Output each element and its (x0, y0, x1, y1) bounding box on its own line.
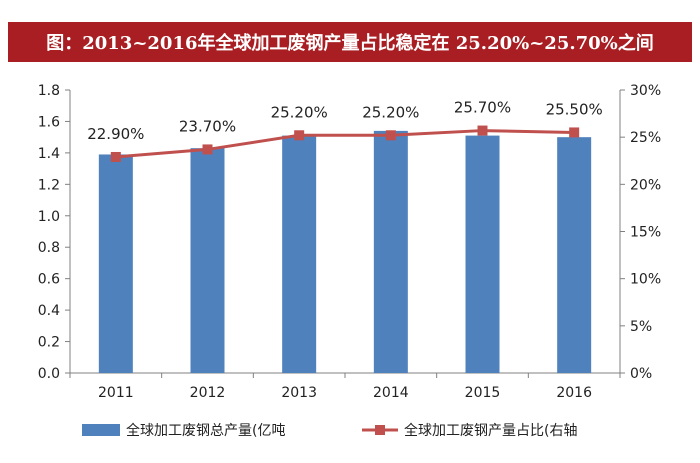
left-axis-tick-label: 0.6 (38, 272, 60, 288)
bar (557, 137, 592, 373)
right-axis-tick-label: 30% (630, 83, 661, 99)
bar (282, 135, 317, 373)
right-axis-tick-label: 25% (630, 130, 661, 146)
data-point (477, 125, 488, 136)
data-label: 22.90% (87, 125, 144, 143)
legend-label-bar: 全球加工废钢总产量(亿吨 (126, 422, 285, 439)
data-label: 25.20% (362, 103, 419, 121)
data-point (110, 151, 121, 162)
bar (373, 130, 408, 373)
x-axis-tick-label: 2013 (281, 385, 317, 401)
data-label: 25.20% (271, 103, 328, 121)
series-line (115, 129, 575, 159)
left-axis-tick-label: 1.4 (38, 146, 60, 162)
right-axis-tick-label: 15% (630, 225, 661, 241)
left-axis-tick-label: 0.0 (38, 366, 60, 382)
data-point (202, 144, 213, 155)
x-axis-tick-label: 2012 (190, 385, 226, 401)
bar (98, 154, 133, 373)
left-axis-tick-label: 1.0 (38, 209, 60, 225)
x-axis-tick-label: 2011 (98, 385, 134, 401)
left-axis-tick-label: 0.8 (38, 240, 60, 256)
right-axis-tick-label: 20% (630, 177, 661, 193)
right-axis-tick-label: 0% (630, 366, 652, 382)
left-axis-tick-label: 0.4 (38, 303, 60, 319)
left-axis-tick-label: 1.6 (38, 114, 60, 130)
left-axis-tick-label: 0.2 (38, 335, 60, 351)
data-point (294, 130, 305, 141)
data-label: 23.70% (179, 117, 236, 135)
data-label: 25.50% (546, 100, 603, 118)
title-bar: 图：2013~2016年全球加工废钢产量占比稳定在 25.20%~25.70%之… (8, 22, 692, 62)
bar (190, 148, 225, 373)
data-point (385, 130, 396, 141)
x-axis-tick-label: 2014 (373, 385, 409, 401)
legend-swatch-bar (82, 424, 120, 436)
data-label: 25.70% (454, 99, 511, 117)
x-axis-tick-label: 2015 (465, 385, 501, 401)
right-axis-tick-label: 10% (630, 272, 661, 288)
bar (465, 135, 500, 373)
x-axis-tick-label: 2016 (556, 385, 592, 401)
legend-swatch-marker (375, 425, 385, 435)
data-point (569, 127, 580, 138)
left-axis-tick-label: 1.8 (38, 83, 60, 99)
legend-label-line: 全球加工废钢产量占比(右轴 (404, 422, 577, 439)
right-axis-tick-label: 5% (630, 319, 652, 335)
left-axis-tick-label: 1.2 (38, 177, 60, 193)
chart-title: 图：2013~2016年全球加工废钢产量占比稳定在 25.20%~25.70%之… (46, 33, 654, 54)
